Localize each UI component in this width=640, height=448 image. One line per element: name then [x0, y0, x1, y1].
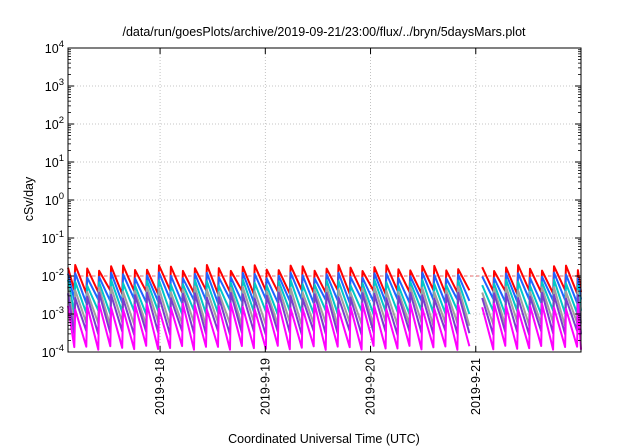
series-line-1 [67, 264, 582, 296]
y-axis-label: cSv/day [22, 176, 36, 221]
y-tick-label: 100 [45, 191, 64, 208]
x-tick-label: 2019-9-18 [153, 358, 167, 415]
chart-title: /data/run/goesPlots/archive/2019-09-21/2… [122, 25, 526, 39]
y-tick-label: 104 [45, 39, 64, 56]
x-tick-label: 2019-9-20 [364, 358, 378, 415]
y-tick-label: 101 [45, 153, 64, 170]
axes: 10-4 10-3 10-2 10-1 100 101 102 103 104 2019-9-18… [42, 39, 582, 415]
series-line-6 [67, 302, 582, 351]
y-tick-label: 10-2 [42, 267, 64, 284]
y-tick-label: 10-3 [42, 305, 64, 322]
grid-lines [68, 48, 581, 352]
y-tick-label: 10-1 [42, 229, 64, 246]
y-tick-label: 10-4 [42, 343, 64, 360]
y-tick-label: 103 [45, 77, 64, 94]
y-tick-label: 102 [45, 115, 64, 132]
plot-frame [67, 47, 582, 353]
x-tick-label: 2019-9-19 [258, 358, 272, 415]
series-group [67, 264, 582, 351]
x-tick-label: 2019-9-21 [469, 358, 483, 415]
x-axis-label: Coordinated Universal Time (UTC) [228, 432, 420, 446]
